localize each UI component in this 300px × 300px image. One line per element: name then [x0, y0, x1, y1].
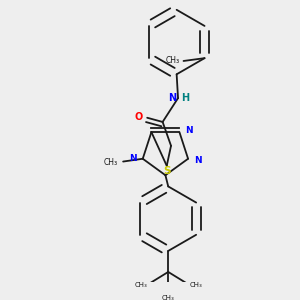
Text: CH₃: CH₃ [165, 56, 179, 65]
Text: N: N [194, 156, 202, 165]
Text: CH₃: CH₃ [103, 158, 118, 167]
Text: N: N [186, 126, 193, 135]
Text: CH₃: CH₃ [162, 295, 175, 300]
Text: CH₃: CH₃ [189, 282, 202, 288]
Text: S: S [163, 166, 171, 176]
Text: H: H [181, 93, 189, 103]
Text: N: N [129, 154, 136, 163]
Text: N: N [169, 93, 177, 103]
Text: CH₃: CH₃ [134, 282, 147, 288]
Text: O: O [135, 112, 143, 122]
